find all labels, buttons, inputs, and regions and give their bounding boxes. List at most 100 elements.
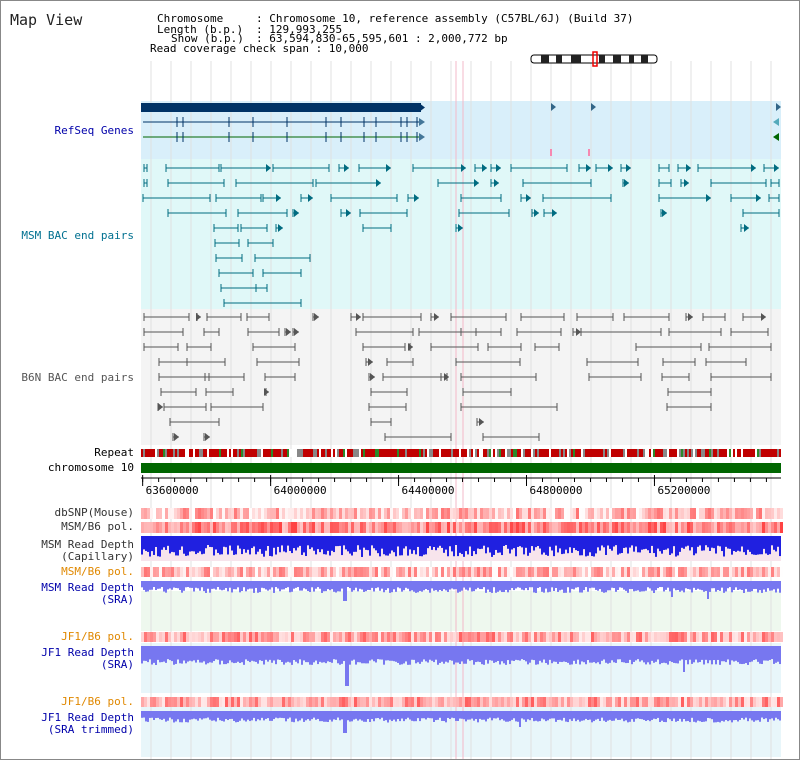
dbsnp-heat-cell (660, 508, 663, 519)
msm-sra-depth-bar (525, 581, 527, 589)
repeat-segment (687, 449, 689, 457)
track-label-dbsnp[interactable]: dbSNP(Mouse) (54, 506, 134, 519)
msm-cap-depth-bar (247, 536, 249, 550)
track-label-b6n-bac[interactable]: B6N BAC end pairs (21, 371, 134, 384)
jf1-pol-trim-heat-cell (696, 697, 699, 707)
jf1-pol-trim-heat-cell (597, 697, 600, 707)
jf1-sra-depth-bar (689, 646, 691, 660)
track-label-msm-depth-cap[interactable]: MSM Read Depth (41, 538, 134, 551)
jf1-trim-depth-bar (733, 711, 735, 721)
msm-cap-depth-bar (615, 536, 617, 546)
msm-pol-sra-heat-cell (531, 567, 534, 577)
jf1-pol-heat-cell (408, 632, 411, 642)
jf1-sra-depth-bar (551, 646, 553, 664)
track-label-jf1-depth-trimmed[interactable]: JF1 Read Depth (41, 711, 134, 724)
msm-pol-heat-cell (432, 522, 435, 533)
msm-cap-depth-bar (559, 536, 561, 549)
msm-cap-depth-bar (403, 536, 405, 549)
msm-pol-heat-cell (210, 522, 213, 533)
dbsnp-heat-cell (555, 508, 558, 519)
msm-cap-depth-bar (311, 536, 313, 548)
jf1-sra-depth-bar (705, 646, 707, 660)
msm-pol-sra-heat-cell (507, 567, 510, 577)
track-label-msm-pol-sra[interactable]: MSM/B6 pol. (61, 565, 134, 578)
jf1-trim-depth-bar (581, 711, 583, 721)
msm-cap-depth-bar (189, 536, 191, 552)
msm-sra-depth-bar (727, 581, 729, 589)
msm-cap-depth-bar (651, 536, 653, 546)
dbsnp-heat-cell (471, 508, 474, 519)
repeat-segment (563, 449, 565, 457)
track-label-refseq[interactable]: RefSeq Genes (54, 124, 134, 137)
dbsnp-heat-cell (651, 508, 654, 519)
msm-sra-depth-bar (637, 581, 639, 591)
jf1-pol-trim-heat-cell (162, 697, 165, 707)
msm-sra-depth-bar (189, 581, 191, 588)
msm-pol-sra-heat-cell (426, 567, 429, 577)
track-label-jf1-pol[interactable]: JF1/B6 pol. (61, 630, 134, 643)
dbsnp-heat-cell (420, 508, 423, 519)
jf1-sra-depth-bar (221, 646, 223, 661)
repeat-segment (561, 449, 563, 457)
b6n-bac-arrow (205, 433, 210, 441)
jf1-trim-depth-bar (357, 711, 359, 721)
msm-sra-depth-bar (167, 581, 169, 590)
jf1-sra-depth-bar (255, 646, 257, 662)
jf1-trim-depth-bar (453, 711, 455, 719)
repeat-segment (319, 449, 321, 457)
track-label-jf1-pol-trimmed[interactable]: JF1/B6 pol. (61, 695, 134, 708)
track-label-msm-pol[interactable]: MSM/B6 pol. (61, 520, 134, 533)
msm-sra-depth-bar (261, 581, 263, 588)
track-label-msm-depth-sra[interactable]: MSM Read Depth (41, 581, 134, 594)
jf1-pol-heat-cell (267, 632, 270, 642)
jf1-pol-heat-cell (201, 632, 204, 642)
jf1-trim-depth-bar (657, 711, 659, 718)
msm-pol-sra-heat-cell (672, 567, 675, 577)
refseq-arrow (776, 103, 781, 111)
jf1-trim-depth-bar (539, 711, 541, 722)
msm-pol-sra-heat-cell (330, 567, 333, 577)
track-label-msm-bac[interactable]: MSM BAC end pairs (21, 229, 134, 242)
jf1-sra-depth-bar (699, 646, 701, 663)
dbsnp-heat-cell (321, 508, 324, 519)
jf1-trim-depth-bar (715, 711, 717, 723)
repeat-segment (779, 449, 781, 457)
jf1-pol-heat-cell (666, 632, 669, 642)
msm-pol-heat-cell (249, 522, 252, 533)
jf1-trim-depth-bar (155, 711, 157, 719)
repeat-segment (421, 449, 423, 457)
jf1-sra-depth-bar (579, 646, 581, 665)
msm-bac-arrow (414, 194, 419, 202)
repeat-segment (505, 449, 507, 457)
msm-sra-depth-bar (297, 581, 299, 588)
repeat-segment (777, 449, 779, 457)
dbsnp-heat-cell (390, 508, 393, 519)
jf1-trim-depth-bar (225, 711, 227, 719)
msm-sra-depth-bar (713, 581, 715, 589)
jf1-pol-trim-heat-cell (207, 697, 210, 707)
jf1-pol-heat-cell (279, 632, 282, 642)
msm-cap-depth-bar (695, 536, 697, 554)
jf1-trim-depth-bar (299, 711, 301, 721)
b6n-bac-arrow (286, 328, 291, 336)
msm-cap-depth-bar (563, 536, 565, 554)
msm-sra-depth-bar (193, 581, 195, 592)
jf1-pol-trim-heat-cell (573, 697, 576, 707)
msm-sra-depth-bar (173, 581, 175, 588)
jf1-sra-depth-bar (605, 646, 607, 663)
jf1-trim-depth-bar (259, 711, 261, 721)
jf1-sra-depth-bar (741, 646, 743, 665)
msm-sra-depth-bar (361, 581, 363, 590)
jf1-pol-trim-heat-cell (435, 697, 438, 707)
msm-sra-depth-bar (179, 581, 181, 591)
msm-cap-depth-bar (553, 536, 555, 557)
track-label-jf1-depth[interactable]: JF1 Read Depth (41, 646, 134, 659)
msm-cap-depth-bar (443, 536, 445, 553)
msm-bac-arrow (386, 164, 391, 172)
dbsnp-heat-cell (567, 508, 570, 519)
msm-pol-heat-cell (171, 522, 174, 533)
repeat-segment (565, 449, 567, 457)
msm-pol-heat-cell (528, 522, 531, 533)
msm-sra-depth-bar (309, 581, 311, 593)
